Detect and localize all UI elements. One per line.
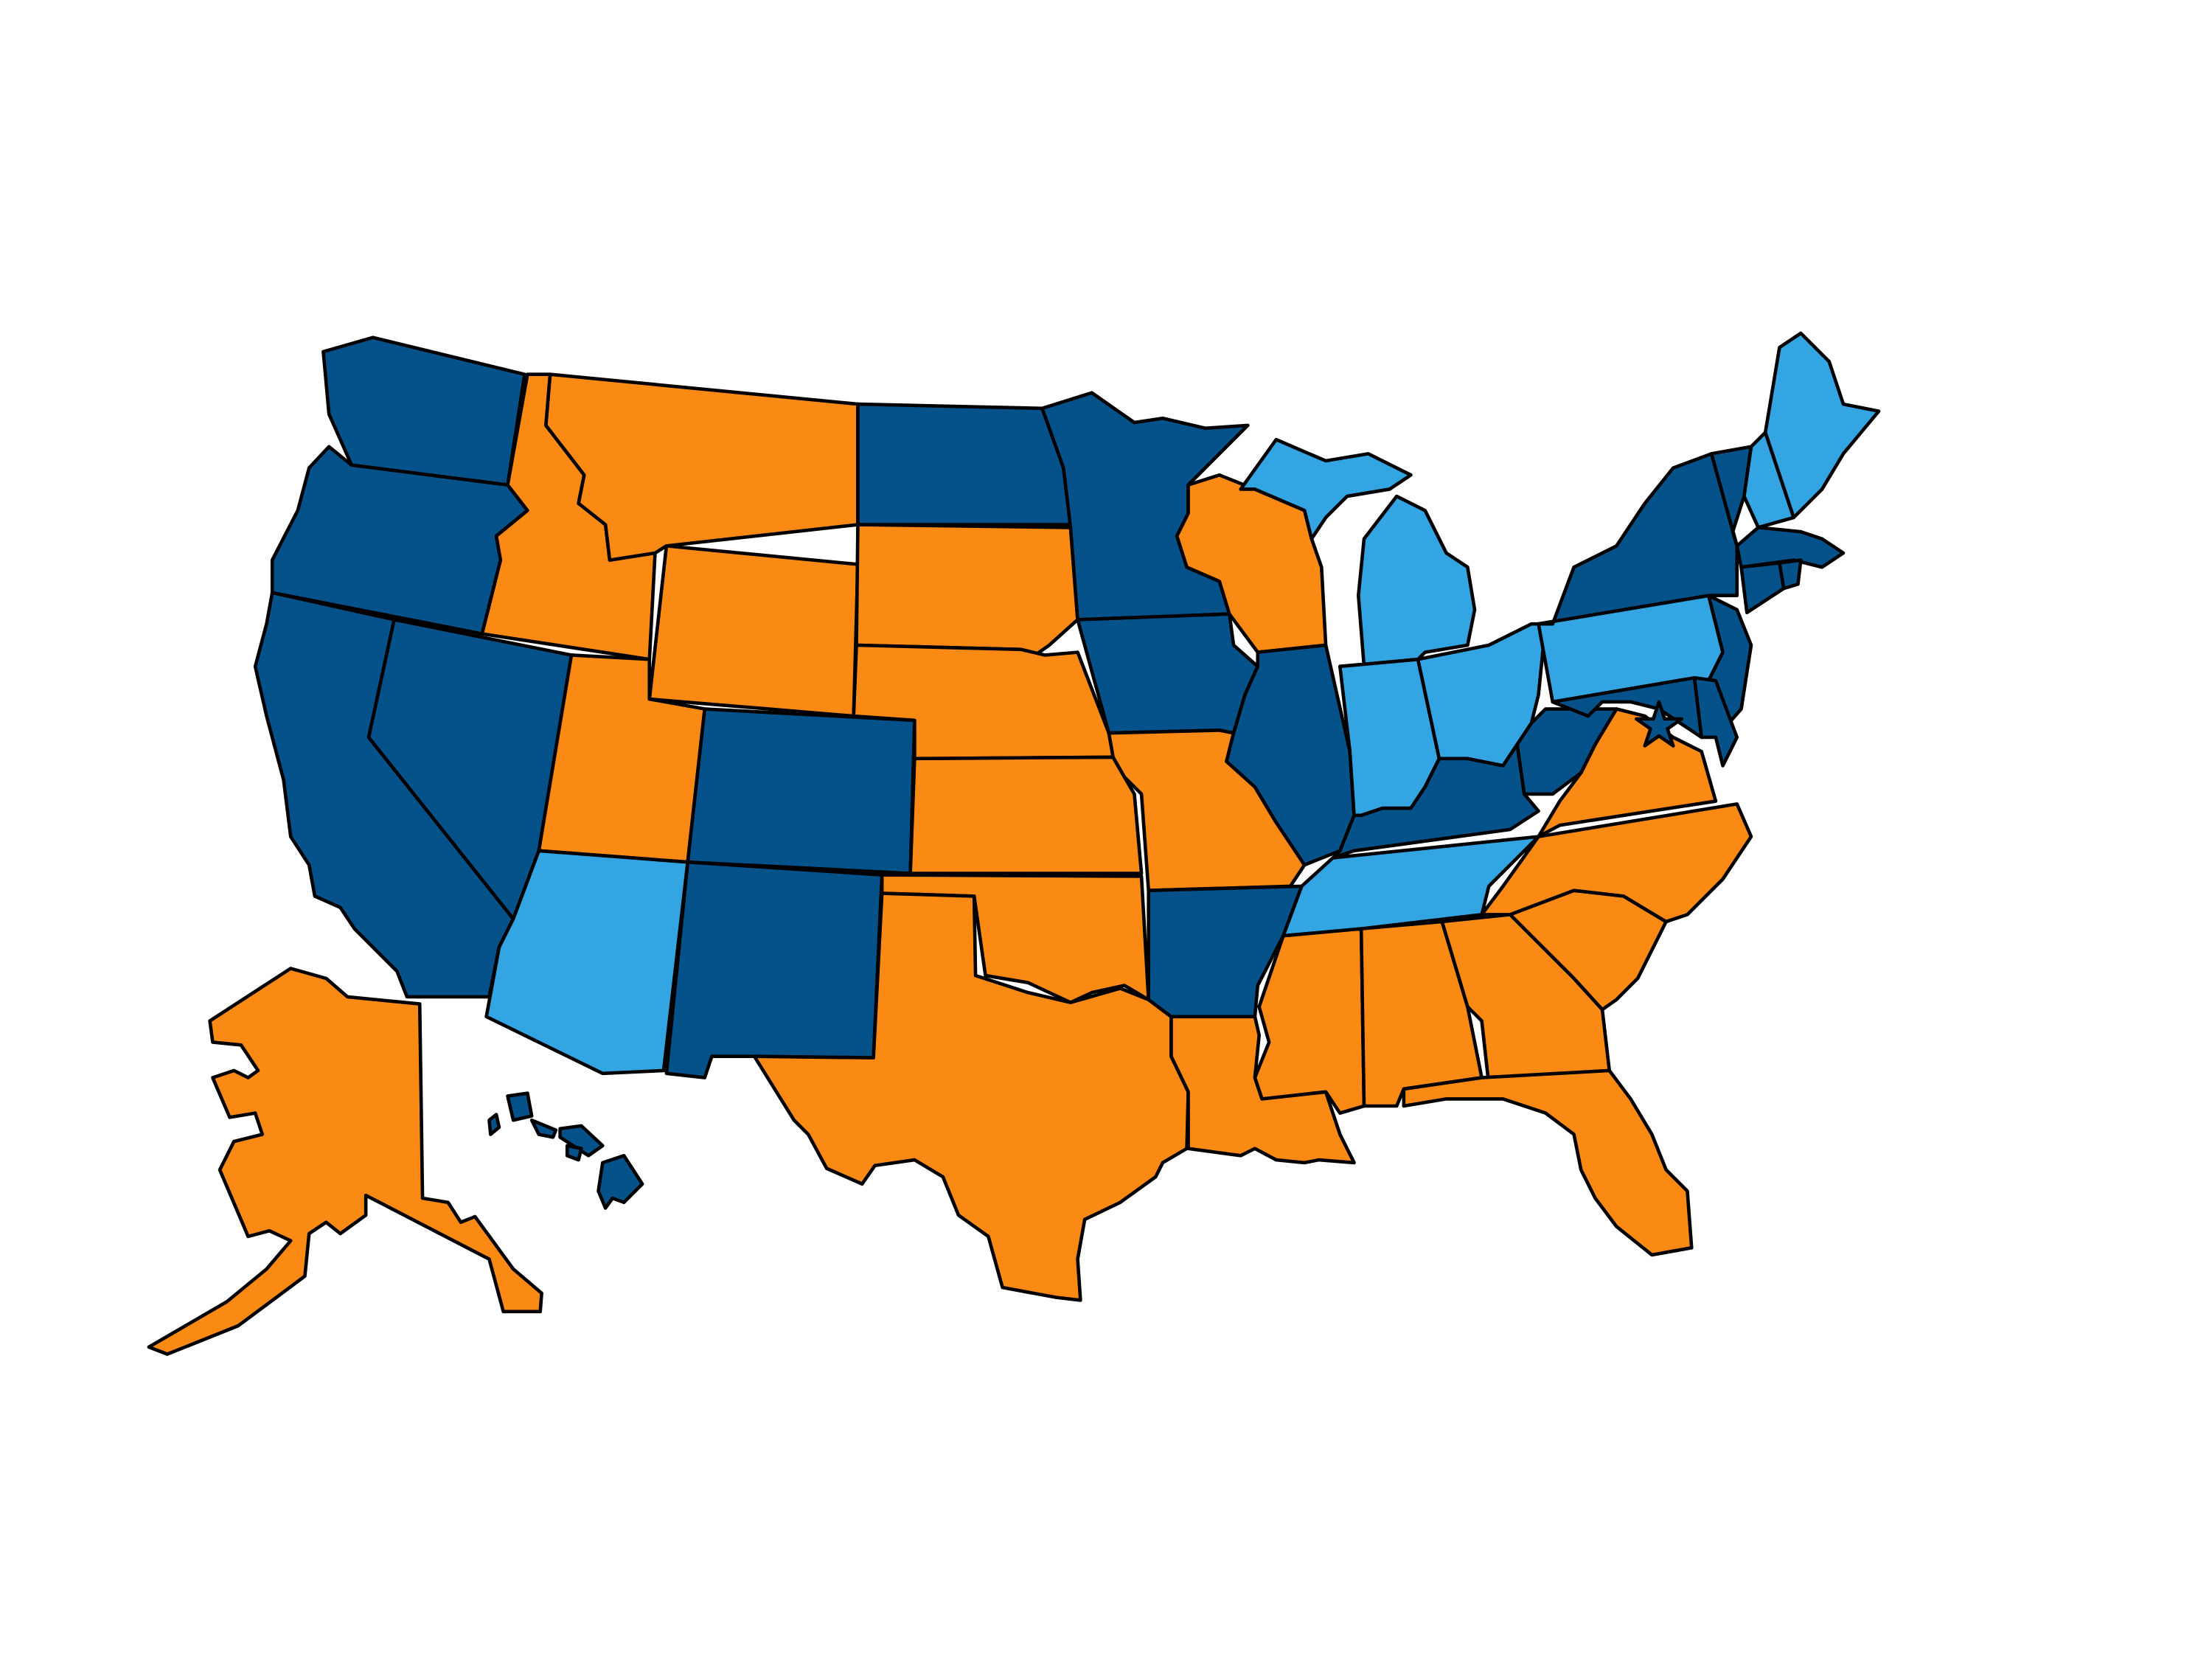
state-fl: [1402, 1068, 1694, 1257]
state-mi: [1338, 494, 1477, 669]
state-ak: [147, 967, 543, 1356]
state-nc: [1480, 802, 1753, 924]
state-hi-island: [506, 1091, 534, 1122]
state-hi-island: [487, 1113, 501, 1136]
state-ri: [1778, 558, 1803, 591]
state-de: [1692, 675, 1739, 768]
state-ky: [1331, 742, 1540, 860]
state-wy: [647, 544, 860, 718]
state-me: [1763, 331, 1881, 520]
state-tn: [1281, 835, 1540, 938]
state-wv: [1515, 707, 1618, 796]
state-co: [686, 707, 917, 875]
state-tx: [752, 891, 1190, 1302]
state-sd: [855, 523, 1079, 657]
state-hi-island: [529, 1118, 558, 1139]
dc-star: [1634, 700, 1684, 748]
state-ia: [1076, 612, 1260, 735]
state-nd: [856, 402, 1073, 526]
state-ks: [908, 755, 1144, 875]
state-nh: [1742, 431, 1795, 529]
state-mi-upper: [1239, 437, 1413, 541]
state-la: [1169, 1015, 1356, 1165]
state-hi-island: [597, 1154, 644, 1210]
state-hi-island: [558, 1124, 605, 1158]
state-hi-island: [565, 1144, 583, 1162]
state-vt: [1709, 445, 1753, 548]
state-nm: [664, 860, 884, 1079]
